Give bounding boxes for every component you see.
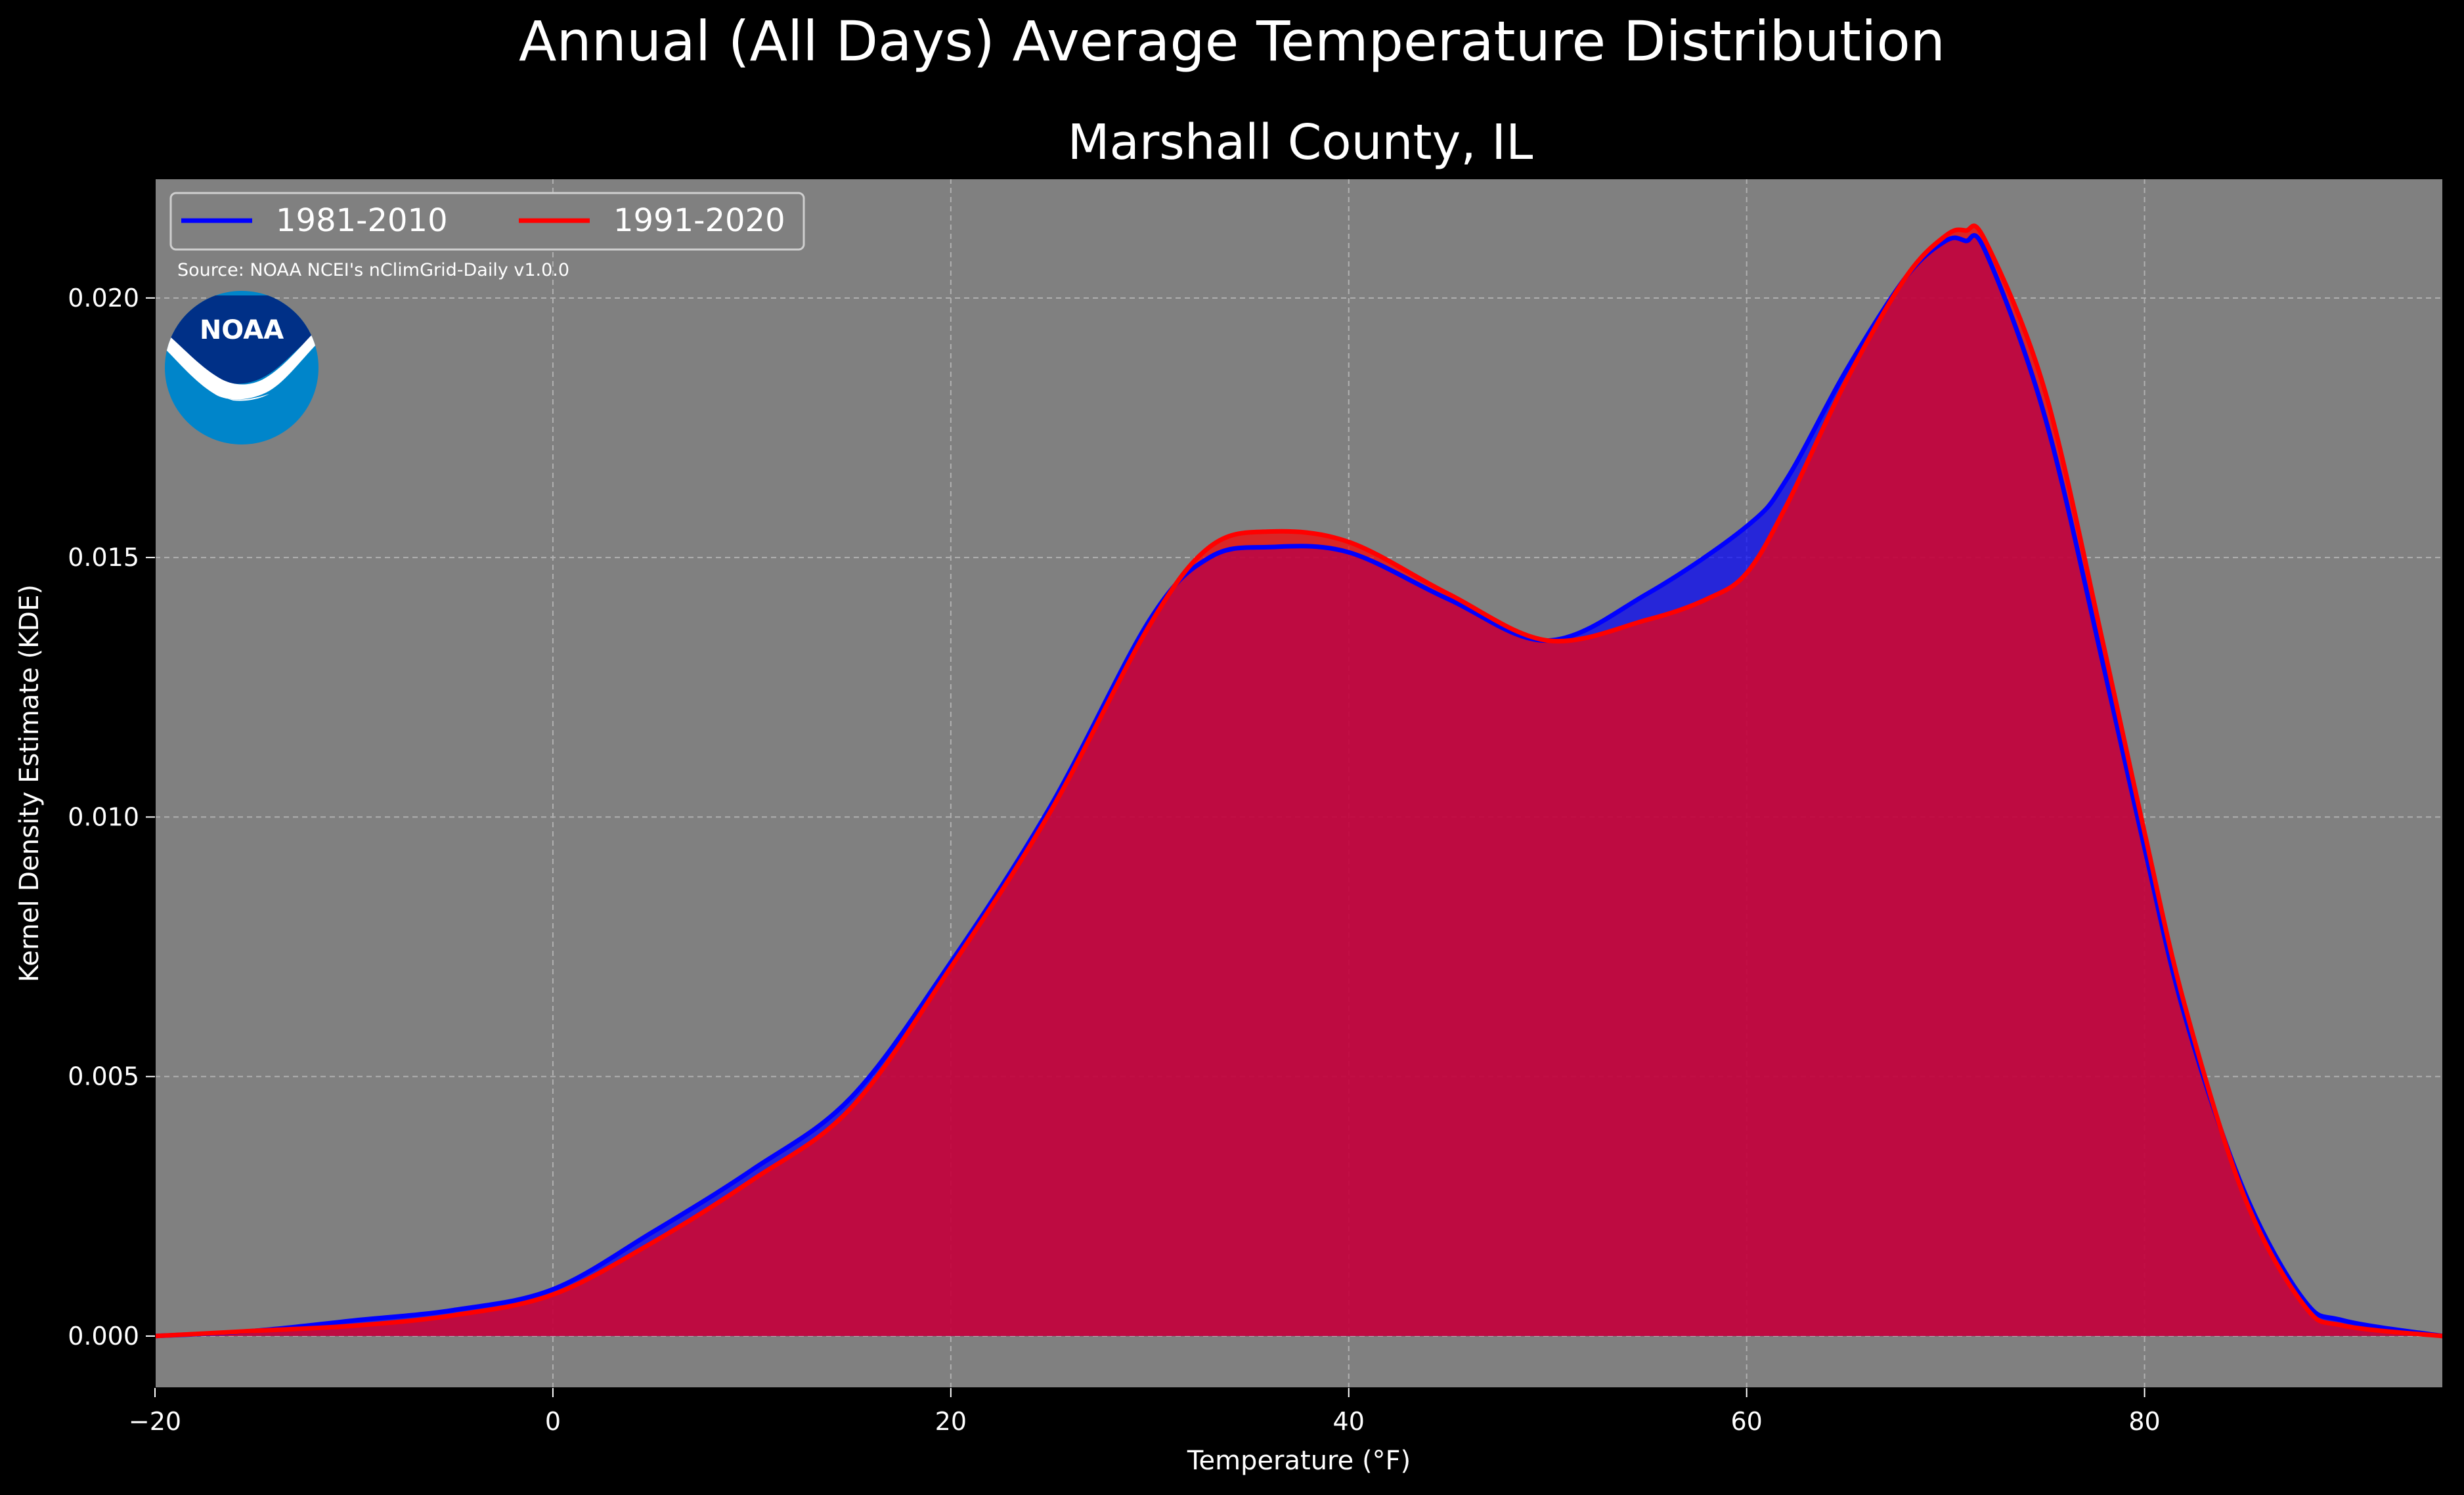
line-1981-2010 (154, 233, 2444, 1339)
x-tick-label: 60 (1730, 1407, 1762, 1436)
series-areas (155, 225, 2443, 1336)
x-axis-label: Temperature (°F) (1187, 1446, 1411, 1476)
chart-title: Marshall County, IL (1068, 114, 1533, 171)
line-1991-2020 (154, 223, 2444, 1339)
x-tick-label: 20 (935, 1407, 967, 1436)
legend: 1981-2010 1991-2020 (169, 192, 805, 251)
noaa-logo-icon: NOAA (165, 291, 319, 444)
series-lines (154, 223, 2444, 1339)
y-tick-label: 0.010 (68, 802, 139, 831)
y-tick-label: 0.000 (68, 1322, 139, 1351)
x-tick-label: 40 (1333, 1407, 1365, 1436)
x-tick-label: 80 (2128, 1407, 2160, 1436)
x-ticks: −20 0 20 40 60 80 (129, 1388, 2161, 1436)
x-tick-label: −20 (129, 1407, 181, 1436)
plot-frame (154, 178, 2444, 1389)
noaa-logo-text: NOAA (200, 315, 284, 345)
x-tick-label: 0 (545, 1407, 561, 1436)
legend-box (169, 192, 805, 251)
source-text: Source: NOAA NCEI's nClimGrid-Daily v1.0… (177, 260, 569, 280)
y-tick-label: 0.015 (68, 543, 139, 572)
legend-label-1981-2010: 1981-2010 (276, 202, 448, 239)
y-tick-label: 0.005 (68, 1062, 139, 1091)
area-1991-2020 (155, 225, 2443, 1336)
y-tick-label: 0.020 (68, 284, 139, 313)
suptitle: Annual (All Days) Average Temperature Di… (519, 9, 1945, 74)
legend-label-1991-2020: 1991-2020 (613, 202, 785, 239)
y-axis-label: Kernel Density Estimate (KDE) (14, 584, 45, 982)
y-ticks: 0.000 0.005 0.010 0.015 0.020 (68, 284, 155, 1351)
